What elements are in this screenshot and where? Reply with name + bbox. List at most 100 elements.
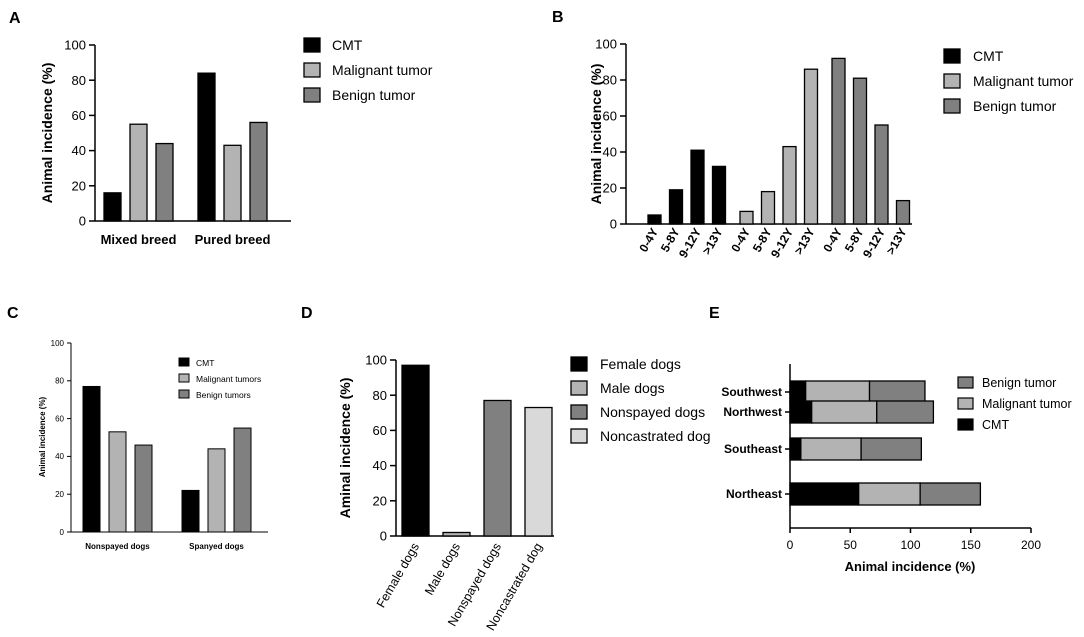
bar-noncastrated-dog bbox=[524, 406, 553, 537]
bar-malignant-tumor bbox=[803, 68, 819, 225]
panel-d: D 0 20 40 60 80 100 Aminal incidence (%) Female … bbox=[301, 305, 711, 633]
panel-letter-e: E bbox=[709, 305, 720, 322]
legend-label: CMT bbox=[332, 37, 363, 53]
bar-benign-tumor bbox=[852, 77, 868, 225]
bar-benign-tumors bbox=[233, 427, 252, 533]
legend-label: Nonspayed dogs bbox=[600, 404, 705, 420]
bar-malignant-tumor bbox=[129, 123, 148, 222]
y-tick-label: 0 bbox=[380, 529, 387, 544]
y-axis-label: Animal incidence (%) bbox=[588, 64, 604, 205]
x-tick-label: Spanyed dogs bbox=[189, 542, 244, 551]
bar-cmt bbox=[668, 189, 684, 225]
legend-swatch bbox=[570, 380, 588, 396]
bar-nonspayed-dogs bbox=[483, 399, 512, 537]
bar-malignant-tumor bbox=[760, 190, 776, 225]
bar-malignant-tumors bbox=[207, 448, 226, 533]
legend-swatch bbox=[303, 87, 321, 103]
bar-cmt bbox=[789, 482, 860, 506]
x-tick-label: 9-12Y bbox=[676, 226, 704, 261]
bar-cmt bbox=[690, 149, 705, 225]
panel-letter-c: C bbox=[7, 305, 19, 322]
bar-cmt bbox=[197, 72, 216, 222]
bar-benign-tumor bbox=[860, 437, 922, 461]
x-tick-label: Male dogs bbox=[422, 541, 463, 598]
y-tick-label: 40 bbox=[72, 143, 86, 158]
bar-benign-tumor bbox=[919, 482, 982, 506]
x-tick-label: >13Y bbox=[883, 226, 909, 258]
legend-swatch bbox=[303, 62, 321, 78]
y-tick-label: 60 bbox=[72, 108, 86, 123]
bar-malignant-tumor bbox=[805, 380, 871, 404]
bar-malignant-tumor bbox=[223, 144, 242, 222]
legend-swatch bbox=[178, 357, 190, 367]
panel-e: E 0 50 100 150 200 Animal incidence (%) Southwe… bbox=[709, 305, 1072, 574]
legend-swatch bbox=[570, 356, 588, 372]
x-tick-label: Nonspayed dogs bbox=[85, 542, 150, 551]
legend-label: Malignant tumor bbox=[973, 73, 1074, 89]
panel-letter-a: A bbox=[9, 10, 21, 27]
bar-cmt bbox=[181, 489, 200, 533]
bar-malignant-tumors bbox=[108, 431, 127, 533]
bar-cmt bbox=[82, 385, 101, 533]
x-tick-label: 50 bbox=[844, 538, 858, 552]
x-tick-label: Female dogs bbox=[374, 541, 422, 611]
y-tick-label: 20 bbox=[603, 181, 617, 196]
bar-benign-tumor bbox=[831, 57, 846, 225]
bar-cmt bbox=[789, 437, 802, 461]
y-tick-label: 100 bbox=[64, 38, 86, 53]
panel-c: C 0 20 40 60 80 100 Animal incidence (%) Nonspay… bbox=[7, 305, 268, 551]
legend-swatch bbox=[570, 404, 588, 420]
legend-label: Male dogs bbox=[600, 380, 665, 396]
legend-swatch bbox=[943, 98, 961, 114]
x-tick-label: 9-12Y bbox=[768, 226, 796, 261]
bar-malignant-tumor bbox=[739, 210, 754, 225]
y-tick-label: 40 bbox=[55, 452, 64, 461]
x-tick-label: Pured breed bbox=[195, 232, 271, 247]
x-tick-label: 9-12Y bbox=[860, 226, 888, 261]
bar-benign-tumor bbox=[895, 199, 911, 225]
bar-benign-tumor bbox=[868, 380, 926, 404]
y-tick-label: Southwest bbox=[721, 385, 782, 399]
x-tick-label: 0 bbox=[787, 538, 794, 552]
legend-label: CMT bbox=[982, 418, 1009, 432]
bar-male-dogs bbox=[442, 531, 471, 537]
y-tick-label: 40 bbox=[603, 145, 617, 160]
x-tick-label: 100 bbox=[900, 538, 920, 552]
bar-female-dogs bbox=[401, 364, 430, 537]
legend-swatch bbox=[303, 37, 321, 53]
legend-label: Malignant tumor bbox=[332, 62, 433, 78]
bar-malignant-tumor bbox=[858, 482, 921, 506]
y-tick-label: 20 bbox=[373, 493, 387, 508]
x-tick-label: Mixed breed bbox=[101, 232, 177, 247]
legend-swatch bbox=[943, 48, 961, 64]
y-axis-label: Animal incidence (%) bbox=[38, 396, 47, 477]
bar-malignant-tumor bbox=[811, 400, 878, 424]
legend-label: CMT bbox=[973, 48, 1004, 64]
legend-label: Benign tumor bbox=[332, 87, 416, 103]
bar-benign-tumor bbox=[155, 142, 174, 222]
bar-cmt bbox=[647, 214, 662, 225]
panel-letter-d: D bbox=[301, 305, 313, 322]
x-tick-label: 200 bbox=[1021, 538, 1041, 552]
y-tick-label: 100 bbox=[51, 339, 65, 348]
legend-swatch bbox=[178, 389, 190, 399]
bar-benign-tumor bbox=[874, 124, 889, 225]
y-tick-label: 100 bbox=[365, 353, 387, 368]
bar-cmt bbox=[711, 165, 727, 225]
x-tick-label: >13Y bbox=[791, 226, 817, 258]
bar-malignant-tumor bbox=[800, 437, 862, 461]
y-axis-label: Aminal incidence (%) bbox=[337, 378, 353, 519]
y-axis-label: Animal incidence (%) bbox=[39, 63, 55, 204]
bar-benign-tumor bbox=[249, 121, 268, 222]
y-tick-label: 80 bbox=[55, 377, 64, 386]
legend-label: Malignant tumor bbox=[982, 397, 1072, 411]
legend-swatch bbox=[957, 397, 974, 410]
x-axis-label: Animal incidence (%) bbox=[845, 559, 976, 574]
legend-label: Noncastrated dog bbox=[600, 428, 711, 444]
y-tick-label: 80 bbox=[603, 73, 617, 88]
y-tick-label: 60 bbox=[55, 414, 64, 423]
y-tick-label: Northeast bbox=[726, 487, 782, 501]
bar-benign-tumors bbox=[134, 444, 153, 533]
